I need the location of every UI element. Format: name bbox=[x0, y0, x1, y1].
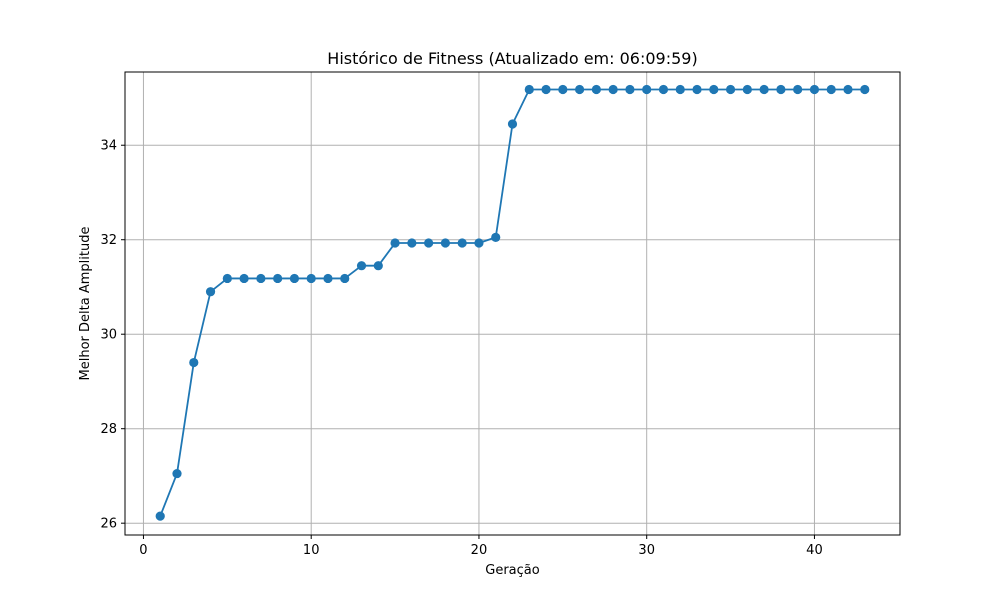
data-point bbox=[457, 238, 467, 248]
data-point bbox=[474, 238, 484, 248]
y-tick-label: 30 bbox=[100, 328, 117, 343]
data-point bbox=[356, 261, 367, 271]
data-point bbox=[256, 273, 266, 284]
data-point bbox=[541, 84, 551, 95]
data-point bbox=[675, 84, 685, 95]
data-point bbox=[642, 84, 652, 95]
data-point bbox=[658, 84, 669, 95]
data-point bbox=[793, 84, 803, 95]
y-tick-label: 34 bbox=[100, 139, 117, 154]
data-point bbox=[608, 84, 618, 95]
x-tick-label: 0 bbox=[139, 543, 147, 558]
y-tick-label: 32 bbox=[100, 233, 117, 248]
data-point bbox=[373, 261, 383, 271]
x-tick-label: 40 bbox=[806, 543, 823, 558]
data-point bbox=[574, 84, 585, 95]
data-point bbox=[390, 238, 400, 248]
data-point bbox=[172, 468, 182, 479]
data-point bbox=[524, 84, 534, 95]
series-line bbox=[159, 88, 865, 517]
data-point bbox=[440, 238, 451, 248]
data-point bbox=[273, 273, 283, 284]
data-point bbox=[809, 84, 820, 95]
data-point bbox=[692, 84, 702, 95]
data-point bbox=[306, 273, 316, 284]
data-point bbox=[189, 357, 199, 368]
data-point bbox=[709, 84, 719, 95]
data-point bbox=[776, 84, 786, 95]
data-point bbox=[239, 273, 249, 284]
data-point bbox=[424, 238, 434, 248]
data-point bbox=[340, 273, 350, 284]
x-tick-label: 30 bbox=[638, 543, 655, 558]
data-point bbox=[507, 119, 518, 129]
series-fitness bbox=[155, 84, 870, 521]
y-tick-label: 28 bbox=[100, 422, 117, 437]
axis-ticks: 0 10 20 30 40 26 28 30 32 34 bbox=[100, 139, 822, 558]
data-point bbox=[491, 232, 501, 242]
x-axis-label: Geração bbox=[485, 563, 539, 578]
x-tick-label: 20 bbox=[471, 543, 488, 558]
data-point bbox=[155, 511, 165, 521]
grid bbox=[125, 72, 900, 535]
data-point bbox=[323, 273, 333, 284]
data-point bbox=[759, 84, 769, 95]
data-point bbox=[625, 84, 635, 95]
y-tick-label: 26 bbox=[100, 517, 117, 532]
plot-frame bbox=[124, 71, 901, 536]
x-tick-label: 10 bbox=[303, 543, 320, 558]
data-point bbox=[843, 84, 853, 95]
y-axis-label: Melhor Delta Amplitude bbox=[78, 227, 93, 381]
data-point bbox=[407, 238, 417, 248]
data-point bbox=[860, 84, 870, 95]
data-point bbox=[222, 273, 232, 284]
data-point bbox=[725, 84, 736, 95]
data-point bbox=[826, 84, 836, 95]
data-point bbox=[205, 287, 216, 297]
data-point bbox=[742, 84, 752, 95]
data-point bbox=[289, 273, 300, 284]
data-point bbox=[558, 84, 568, 95]
data-point bbox=[591, 84, 601, 95]
chart-title: Histórico de Fitness (Atualizado em: 06:… bbox=[327, 49, 697, 68]
